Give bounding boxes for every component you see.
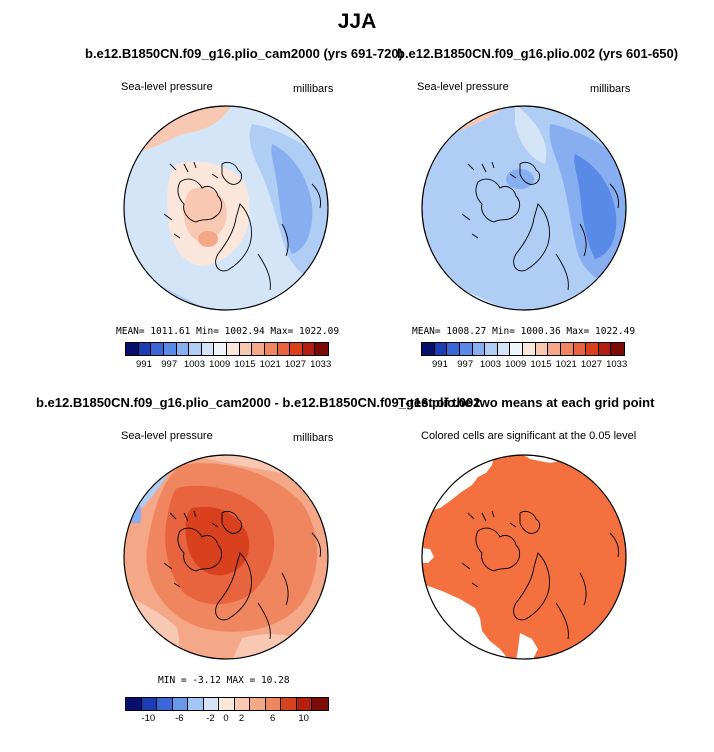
panel-2-colorbar-ticks: 991 997 1003 1009 1015 1021 1027 1033 [421,359,627,371]
panel-4-polar-map [421,454,627,660]
colorbar-tick-label: 1027 [580,359,603,370]
colorbar-tick-label: 997 [161,359,178,370]
colorbar-swatch [250,698,266,710]
colorbar-swatch [611,343,624,355]
colorbar-tick-label: 1009 [505,359,527,370]
panel-2-stats: MEAN= 1008.27 Min= 1000.36 Max= 1022.49 [412,326,636,337]
colorbar-tick-label: 991 [136,359,152,370]
colorbar-tick-label: 1015 [234,359,256,370]
colorbar-swatch [497,343,511,355]
colorbar-tick-label: 1021 [555,359,577,370]
colorbar-swatch [281,698,297,710]
colorbar-swatch [189,343,202,355]
colorbar-swatch [214,343,227,355]
colorbar-swatch [138,343,152,355]
colorbar-swatch [598,343,612,355]
colorbar-swatch [290,343,303,355]
panel-1-colorbar [125,342,329,356]
colorbar-swatch [126,343,139,355]
colorbar-swatch [277,343,291,355]
colorbar-swatch [315,343,328,355]
panel-3-units-label: millibars [293,432,334,444]
colorbar-swatch [560,343,574,355]
colorbar-swatch [523,343,536,355]
panel-1-stats: MEAN= 1011.61 Min= 1002.94 Max= 1022.09 [116,326,340,337]
colorbar-swatch [227,343,240,355]
colorbar-swatch [264,343,278,355]
colorbar-swatch [296,698,313,710]
colorbar-swatch [302,343,316,355]
colorbar-swatch [312,698,328,710]
colorbar-swatch [252,343,265,355]
colorbar-swatch [422,343,435,355]
colorbar-swatch [141,698,158,710]
colorbar-swatch [188,698,204,710]
panel-2-variable-label: Sea-level pressure [417,81,509,93]
colorbar-swatch [510,343,523,355]
colorbar-swatch [573,343,587,355]
colorbar-swatch [151,343,164,355]
panel-4-significance-label: Colored cells are significant at the 0.0… [421,430,637,442]
colorbar-tick-label: 1027 [284,359,307,370]
panel-3-colorbar-ticks: -10 -6 -2 0 2 6 10 [125,713,327,725]
colorbar-swatch [239,343,253,355]
colorbar-tick-label: 1015 [530,359,552,370]
colorbar-tick-label: -6 [175,713,184,724]
colorbar-tick-label: -10 [141,713,156,724]
colorbar-swatch [548,343,561,355]
colorbar-tick-label: 2 [238,713,245,724]
panel-3-colorbar [125,697,329,711]
panel-1-units-label: millibars [293,83,334,95]
colorbar-tick-label: -2 [206,713,215,724]
colorbar-tick-label: 1003 [183,359,206,370]
panel-2-units-label: millibars [590,83,631,95]
colorbar-tick-label: 0 [223,713,229,724]
panel-1-colorbar-ticks: 991 997 1003 1009 1015 1021 1027 1033 [125,359,331,371]
colorbar-swatch [176,343,190,355]
colorbar-swatch [586,343,599,355]
colorbar-tick-label: 6 [269,713,276,724]
colorbar-tick-label: 991 [432,359,448,370]
colorbar-swatch [265,698,282,710]
colorbar-tick-label: 1033 [606,359,628,370]
figure-title: JJA [337,10,377,33]
colorbar-swatch [447,343,460,355]
panel-3-title: b.e12.B1850CN.f09_g16.plio_cam2000 - b.e… [36,395,481,410]
panel-1-title: b.e12.B1850CN.f09_g16.plio_cam2000 (yrs … [85,46,403,61]
panel-3-polar-map [123,454,329,660]
colorbar-swatch [434,343,448,355]
colorbar-tick-label: 1003 [479,359,502,370]
colorbar-tick-label: 1021 [259,359,281,370]
colorbar-swatch [157,698,173,710]
colorbar-tick-label: 10 [298,713,309,724]
colorbar-swatch [126,698,142,710]
panel-2-colorbar [421,342,625,356]
colorbar-swatch [203,698,220,710]
colorbar-tick-label: 1033 [310,359,332,370]
colorbar-swatch [459,343,473,355]
panel-2-title: b.e12.B1850CN.f09_g16.plio.002 (yrs 601-… [397,46,679,61]
panel-3-variable-label: Sea-level pressure [121,430,213,442]
colorbar-tick-label: 997 [457,359,474,370]
colorbar-swatch [201,343,215,355]
panel-3-stats: MIN = -3.12 MAX = 10.28 [158,675,290,686]
panel-4-title: T-test of the two means at each grid poi… [398,395,655,410]
panel-1-variable-label: Sea-level pressure [121,81,213,93]
colorbar-swatch [172,698,189,710]
colorbar-swatch [485,343,498,355]
colorbar-swatch [472,343,486,355]
colorbar-swatch [535,343,549,355]
colorbar-swatch [234,698,251,710]
colorbar-swatch [219,698,235,710]
panel-2-polar-map [421,105,627,311]
colorbar-swatch [163,343,177,355]
panel-1-polar-map [123,105,329,311]
colorbar-tick-label: 1009 [209,359,231,370]
